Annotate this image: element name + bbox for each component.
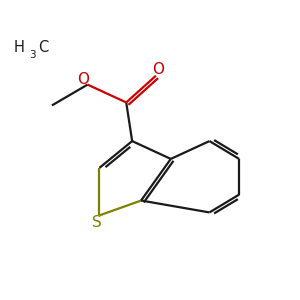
Text: C: C [38, 40, 49, 55]
Text: H: H [13, 40, 24, 55]
Text: 3: 3 [30, 50, 36, 60]
Text: S: S [92, 215, 101, 230]
Text: O: O [77, 72, 89, 87]
Text: O: O [152, 62, 164, 77]
